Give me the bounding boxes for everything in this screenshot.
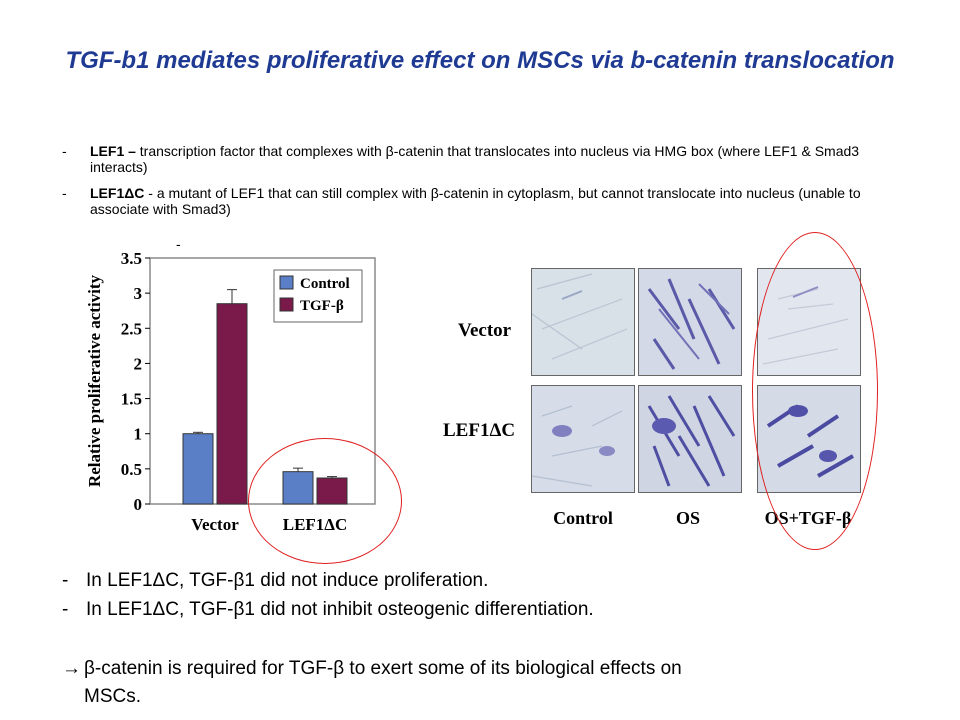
bullet-term: LEF1 – xyxy=(90,143,136,159)
col-label-os: OS xyxy=(675,508,700,528)
y-tick-label: 1 xyxy=(134,425,143,444)
micrograph-lef1dc-control xyxy=(531,385,635,493)
y-tick-label: 2.5 xyxy=(121,319,142,338)
y-tick-label: 3 xyxy=(134,284,143,303)
bullet-lef1dc: - LEF1ΔC - a mutant of LEF1 that can sti… xyxy=(62,185,862,217)
highlight-ellipse-os-tgf-column xyxy=(752,232,878,550)
y-tick-label: 3.5 xyxy=(121,249,142,268)
slide-title: TGF-b1 mediates proliferative effect on … xyxy=(65,47,895,74)
legend-label: TGF-β xyxy=(300,298,344,314)
y-tick-label: 2 xyxy=(134,354,143,373)
y-tick-label: 1.5 xyxy=(121,390,142,409)
bullet-description: transcription factor that complexes with… xyxy=(90,143,860,175)
bullet-text: LEF1 – transcription factor that complex… xyxy=(90,143,862,175)
conclusion-text: β-catenin is required for TGF-β to exert… xyxy=(84,658,682,679)
x-category-label: Vector xyxy=(191,515,239,534)
conclusion-line-2: MSCs. xyxy=(84,686,141,707)
conclusion: → β-catenin is required for TGF-β to exer… xyxy=(62,655,922,711)
y-tick-label: 0 xyxy=(134,495,143,514)
micrograph-image xyxy=(532,386,634,492)
bar-tgf--0 xyxy=(216,303,248,505)
top-bullet-list: - LEF1 – transcription factor that compl… xyxy=(62,143,862,227)
bullet-term: LEF1ΔC xyxy=(90,185,145,201)
micrograph-image xyxy=(639,386,741,492)
bar-control-0 xyxy=(182,433,214,505)
row-label-vector: Vector xyxy=(458,320,512,341)
bullet-text: In LEF1ΔC, TGF-β1 did not inhibit osteog… xyxy=(86,599,594,620)
micrograph-lef1dc-os xyxy=(638,385,742,493)
y-axis-label: Relative proliferative activity xyxy=(85,274,104,487)
conclusion-line: → β-catenin is required for TGF-β to exer… xyxy=(62,655,922,683)
stray-dash: - xyxy=(176,236,181,252)
bullet-dash: - xyxy=(62,143,67,159)
bullet-text: LEF1ΔC - a mutant of LEF1 that can still… xyxy=(90,185,862,217)
bullet-description: - a mutant of LEF1 that can still comple… xyxy=(90,185,861,217)
bullet-proliferation: - In LEF1ΔC, TGF-β1 did not induce proli… xyxy=(62,568,922,593)
legend-swatch xyxy=(279,275,294,290)
bullet-dash: - xyxy=(62,570,69,591)
col-label-control: Control xyxy=(553,508,613,528)
bullet-lef1: - LEF1 – transcription factor that compl… xyxy=(62,143,862,175)
micrograph-image xyxy=(532,269,634,375)
y-tick-label: 0.5 xyxy=(121,460,142,479)
micrograph-vector-control xyxy=(531,268,635,376)
legend-label: Control xyxy=(300,276,350,292)
bullet-text: In LEF1ΔC, TGF-β1 did not induce prolife… xyxy=(86,570,489,591)
highlight-ellipse-lef1dc-bars xyxy=(248,438,402,564)
bullet-differentiation: - In LEF1ΔC, TGF-β1 did not inhibit oste… xyxy=(62,597,922,622)
micrograph-image xyxy=(639,269,741,375)
bullet-dash: - xyxy=(62,185,67,201)
bullet-dash: - xyxy=(62,599,69,620)
bottom-bullet-list: - In LEF1ΔC, TGF-β1 did not induce proli… xyxy=(62,568,922,626)
legend-swatch xyxy=(279,297,294,312)
micrograph-vector-os xyxy=(638,268,742,376)
arrow-icon: → xyxy=(62,658,81,679)
row-label-lef1dc: LEF1ΔC xyxy=(443,420,516,441)
